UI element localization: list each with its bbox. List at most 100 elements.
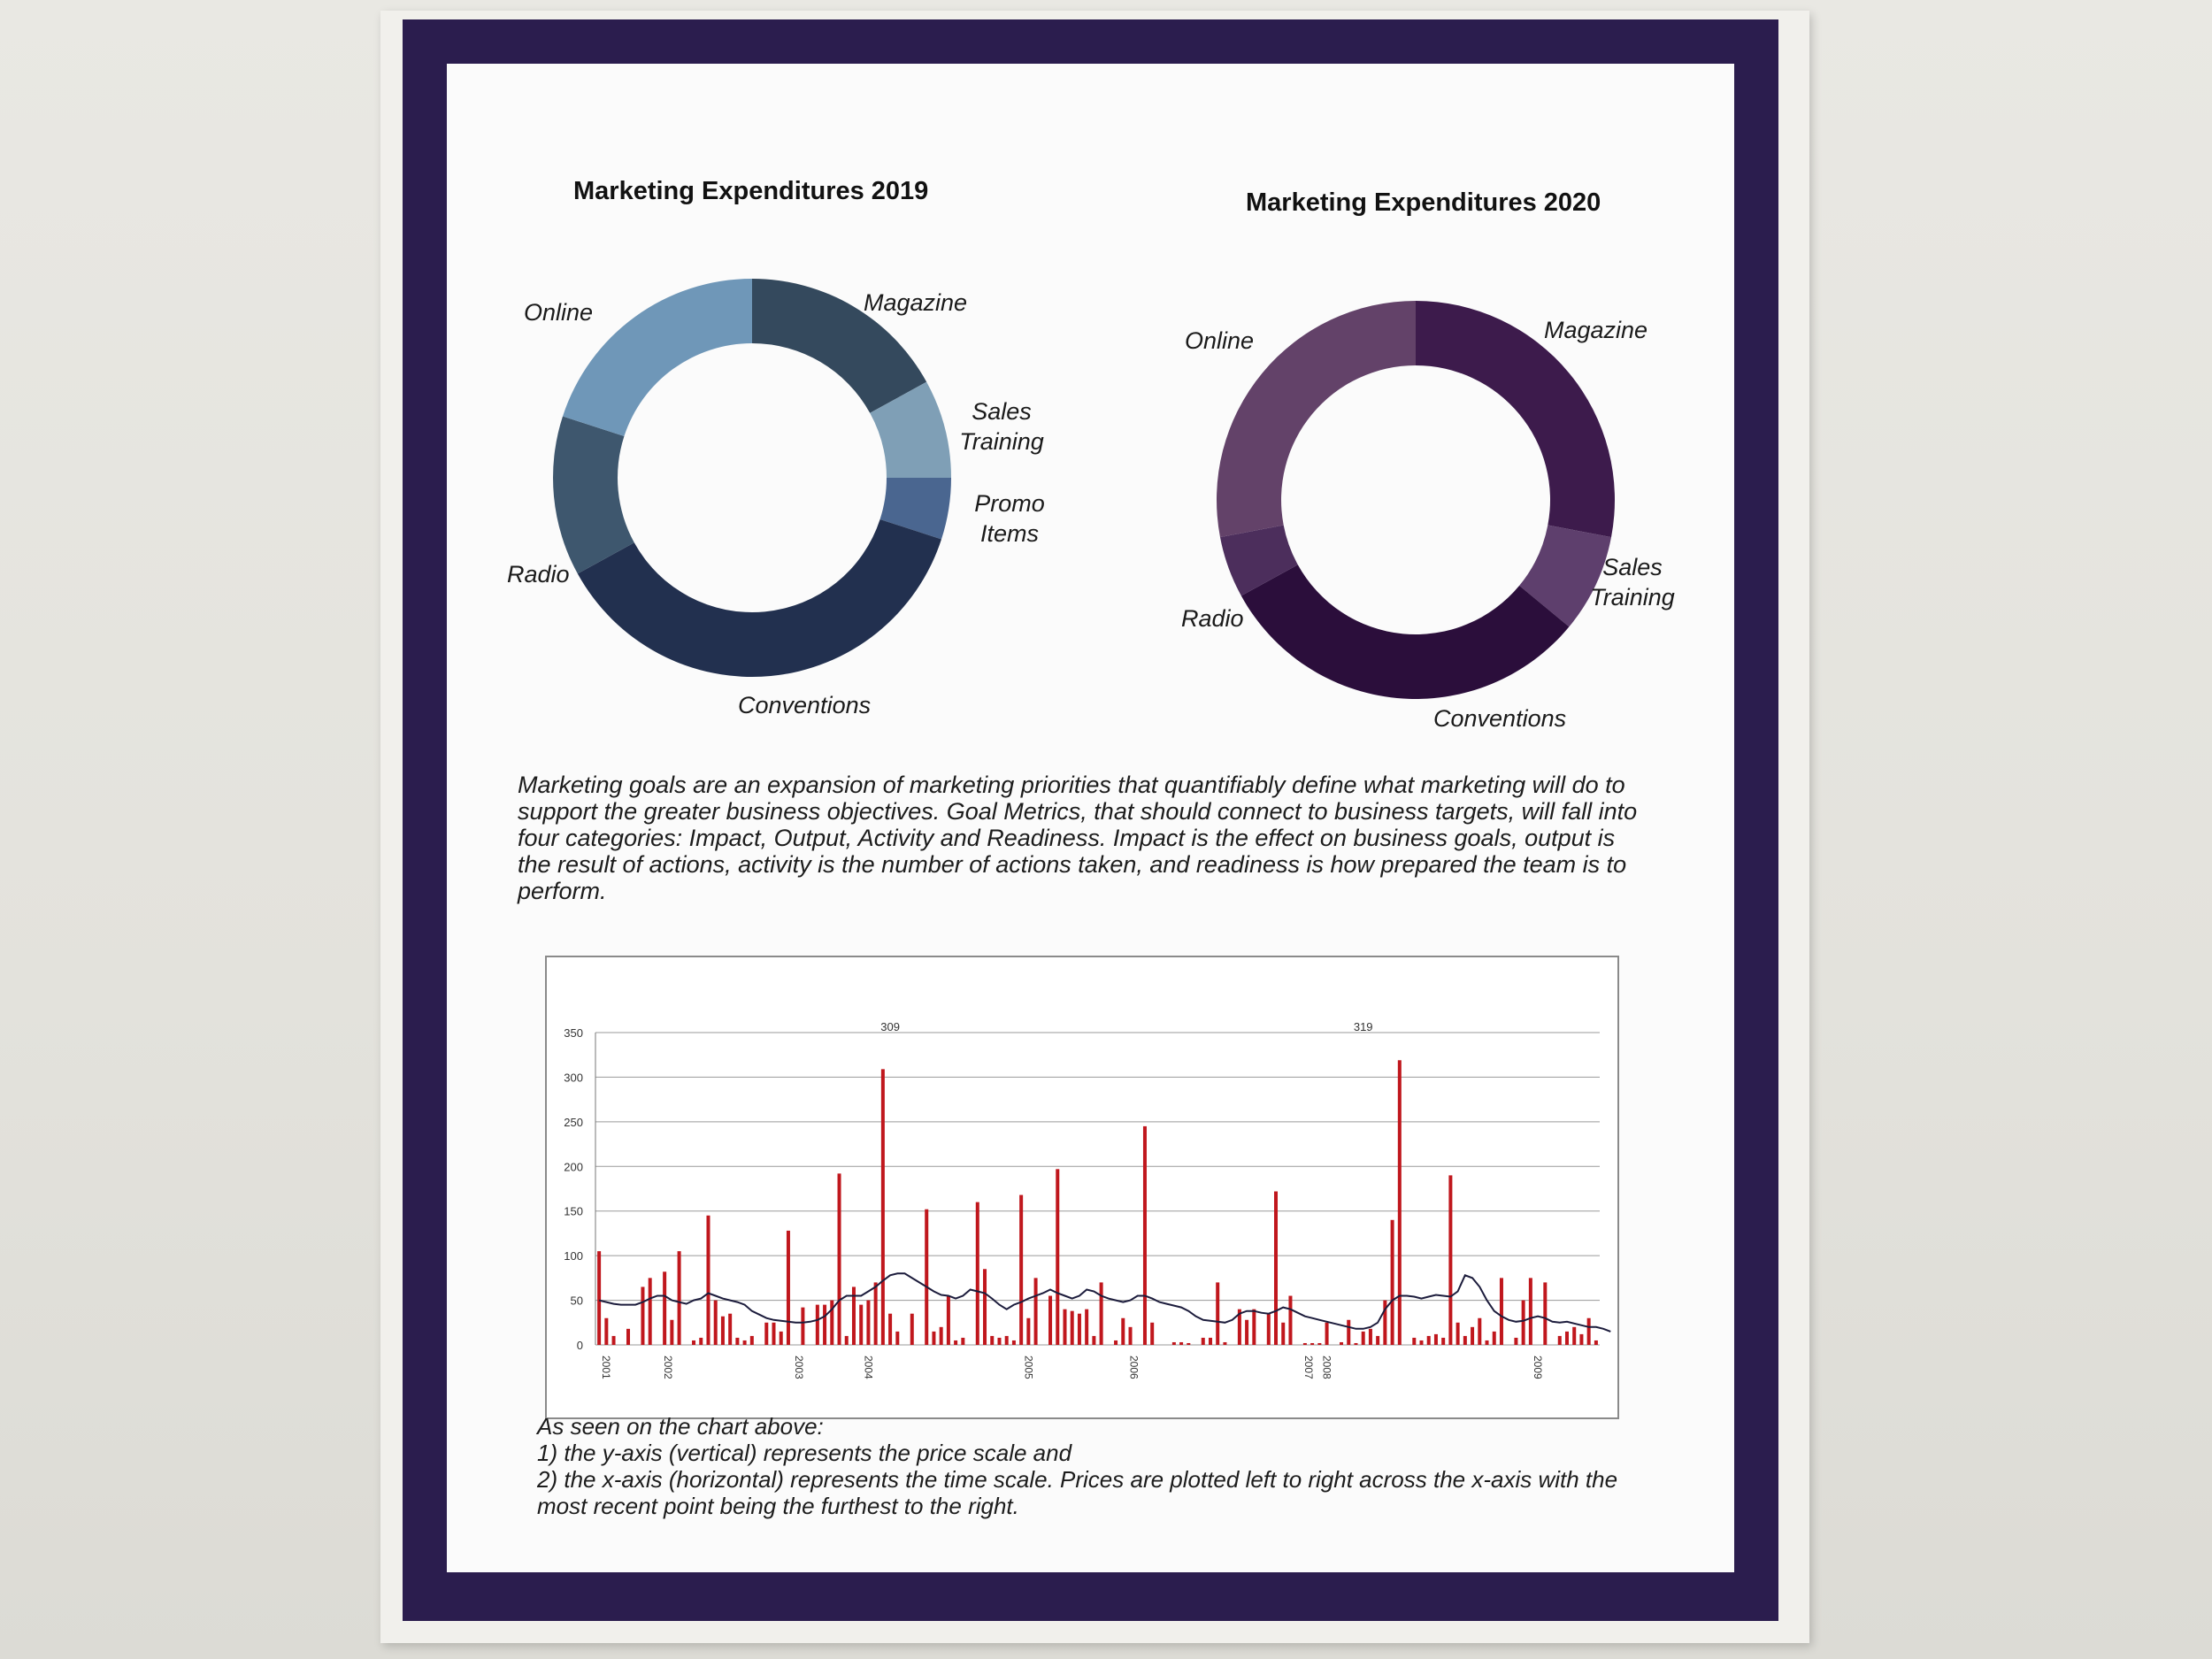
y-tick-label: 0: [577, 1339, 583, 1352]
donut-2020-label-conventions: Conventions: [1433, 705, 1567, 732]
donut-2020-slice-magazine: [1416, 301, 1615, 538]
price-bar: [961, 1337, 965, 1345]
peak-annotation: 319: [1354, 1020, 1373, 1033]
price-bar: [1011, 1340, 1016, 1345]
price-bar: [844, 1335, 849, 1345]
price-bar: [1063, 1309, 1067, 1345]
price-bar: [1128, 1326, 1133, 1345]
donut-2020-slice-conventions: [1240, 565, 1570, 699]
price-bar: [728, 1313, 733, 1345]
price-bar: [1252, 1309, 1256, 1345]
price-bar: [1077, 1313, 1081, 1345]
donut-2019-label-promo-items: Promo Items: [974, 490, 1045, 547]
price-bar: [1471, 1326, 1475, 1345]
donut-2019-label-sales-training: Sales Training: [959, 398, 1044, 455]
price-bar: [815, 1304, 819, 1345]
price-bar: [1368, 1328, 1372, 1345]
donut-2020-label-online: Online: [1185, 327, 1255, 354]
y-tick-label: 50: [571, 1294, 583, 1308]
price-bar: [611, 1335, 616, 1345]
x-tick-label: 2001: [600, 1356, 612, 1379]
price-bar: [983, 1269, 987, 1345]
donut-2020-slice-sales-training: [1519, 525, 1612, 627]
price-bar: [1070, 1310, 1074, 1345]
price-bar: [1594, 1340, 1598, 1345]
price-bar: [1543, 1282, 1548, 1345]
price-bar: [830, 1300, 834, 1345]
x-tick-label: 2009: [1532, 1356, 1544, 1379]
donut-2019-label-magazine: Magazine: [864, 289, 968, 316]
price-bar: [1274, 1191, 1279, 1345]
price-bar: [772, 1322, 776, 1345]
price-bar: [742, 1340, 747, 1345]
price-bar: [1150, 1322, 1155, 1345]
note-line-1: As seen on the chart above:: [537, 1413, 824, 1440]
x-tick-label: 2003: [793, 1356, 805, 1379]
price-bar: [597, 1251, 602, 1345]
price-bar: [648, 1278, 652, 1345]
donut-2019-label-radio: Radio: [507, 561, 570, 588]
price-bar: [1485, 1340, 1489, 1345]
donut-2019-slice-online: [563, 279, 752, 437]
donut-2020-title: Marketing Expenditures 2020: [1246, 188, 1601, 217]
price-bar: [1121, 1317, 1125, 1345]
y-tick-label: 200: [564, 1160, 583, 1173]
price-bar: [1281, 1322, 1286, 1345]
donut-2019-slice-promo-items: [879, 478, 951, 540]
price-bar: [997, 1337, 1002, 1345]
price-bar: [706, 1215, 710, 1345]
price-bar: [699, 1337, 703, 1345]
x-tick-label: 2008: [1320, 1356, 1333, 1379]
price-bar: [1171, 1341, 1176, 1345]
price-bar: [720, 1316, 725, 1345]
price-bar: [866, 1300, 871, 1345]
price-bar: [1412, 1337, 1417, 1345]
price-bar: [1325, 1322, 1329, 1345]
price-bar-chart: 0 50 100 150 200 250 300 350 2001 2002 2003 2004 200…: [564, 1020, 1611, 1379]
price-bar: [749, 1335, 754, 1345]
price-bar: [1376, 1335, 1380, 1345]
price-bar: [1448, 1175, 1453, 1345]
price-bar: [735, 1337, 740, 1345]
donut-2020-label-radio: Radio: [1181, 605, 1244, 632]
price-bar: [692, 1340, 696, 1345]
donut-2019-slice-radio: [553, 416, 634, 574]
price-bar: [880, 1069, 885, 1345]
price-bar: [954, 1340, 958, 1345]
price-bar: [626, 1328, 631, 1345]
note-line-2: 1) the y-axis (vertical) represents the …: [537, 1440, 1072, 1466]
price-bar: [764, 1322, 769, 1345]
price-bar: [895, 1331, 900, 1345]
price-bar: [1441, 1337, 1446, 1345]
price-bar: [1266, 1313, 1271, 1345]
x-tick-label: 2006: [1128, 1356, 1141, 1379]
price-bar: [779, 1331, 783, 1345]
donut-2020-label-sales-training: Sales Training: [1590, 554, 1675, 611]
donut-2019-label-online: Online: [524, 299, 594, 326]
price-bar: [663, 1271, 667, 1345]
price-bar: [1354, 1342, 1358, 1345]
price-bar: [932, 1331, 936, 1345]
price-bar: [641, 1286, 645, 1345]
price-bar: [859, 1304, 864, 1345]
price-bar: [670, 1319, 674, 1345]
price-bar: [1208, 1337, 1212, 1345]
price-bar: [1383, 1300, 1387, 1345]
donut-2019-label-conventions: Conventions: [738, 692, 872, 718]
price-bar: [1528, 1278, 1532, 1345]
price-bar: [713, 1300, 718, 1345]
price-bar: [1302, 1342, 1307, 1345]
price-bar: [1033, 1278, 1038, 1345]
price-bar: [1564, 1331, 1569, 1345]
price-bar: [1433, 1333, 1438, 1345]
price-bar: [1419, 1340, 1424, 1345]
price-bar: [1347, 1319, 1351, 1345]
y-tick-label: 250: [564, 1116, 583, 1129]
price-bar: [837, 1173, 841, 1345]
price-bar: [1361, 1331, 1365, 1345]
y-tick-label: 350: [564, 1026, 583, 1040]
price-bar: [1099, 1282, 1103, 1345]
price-bar: [990, 1335, 995, 1345]
price-bar: [851, 1286, 856, 1345]
donut-2019-slice-conventions: [577, 518, 941, 677]
